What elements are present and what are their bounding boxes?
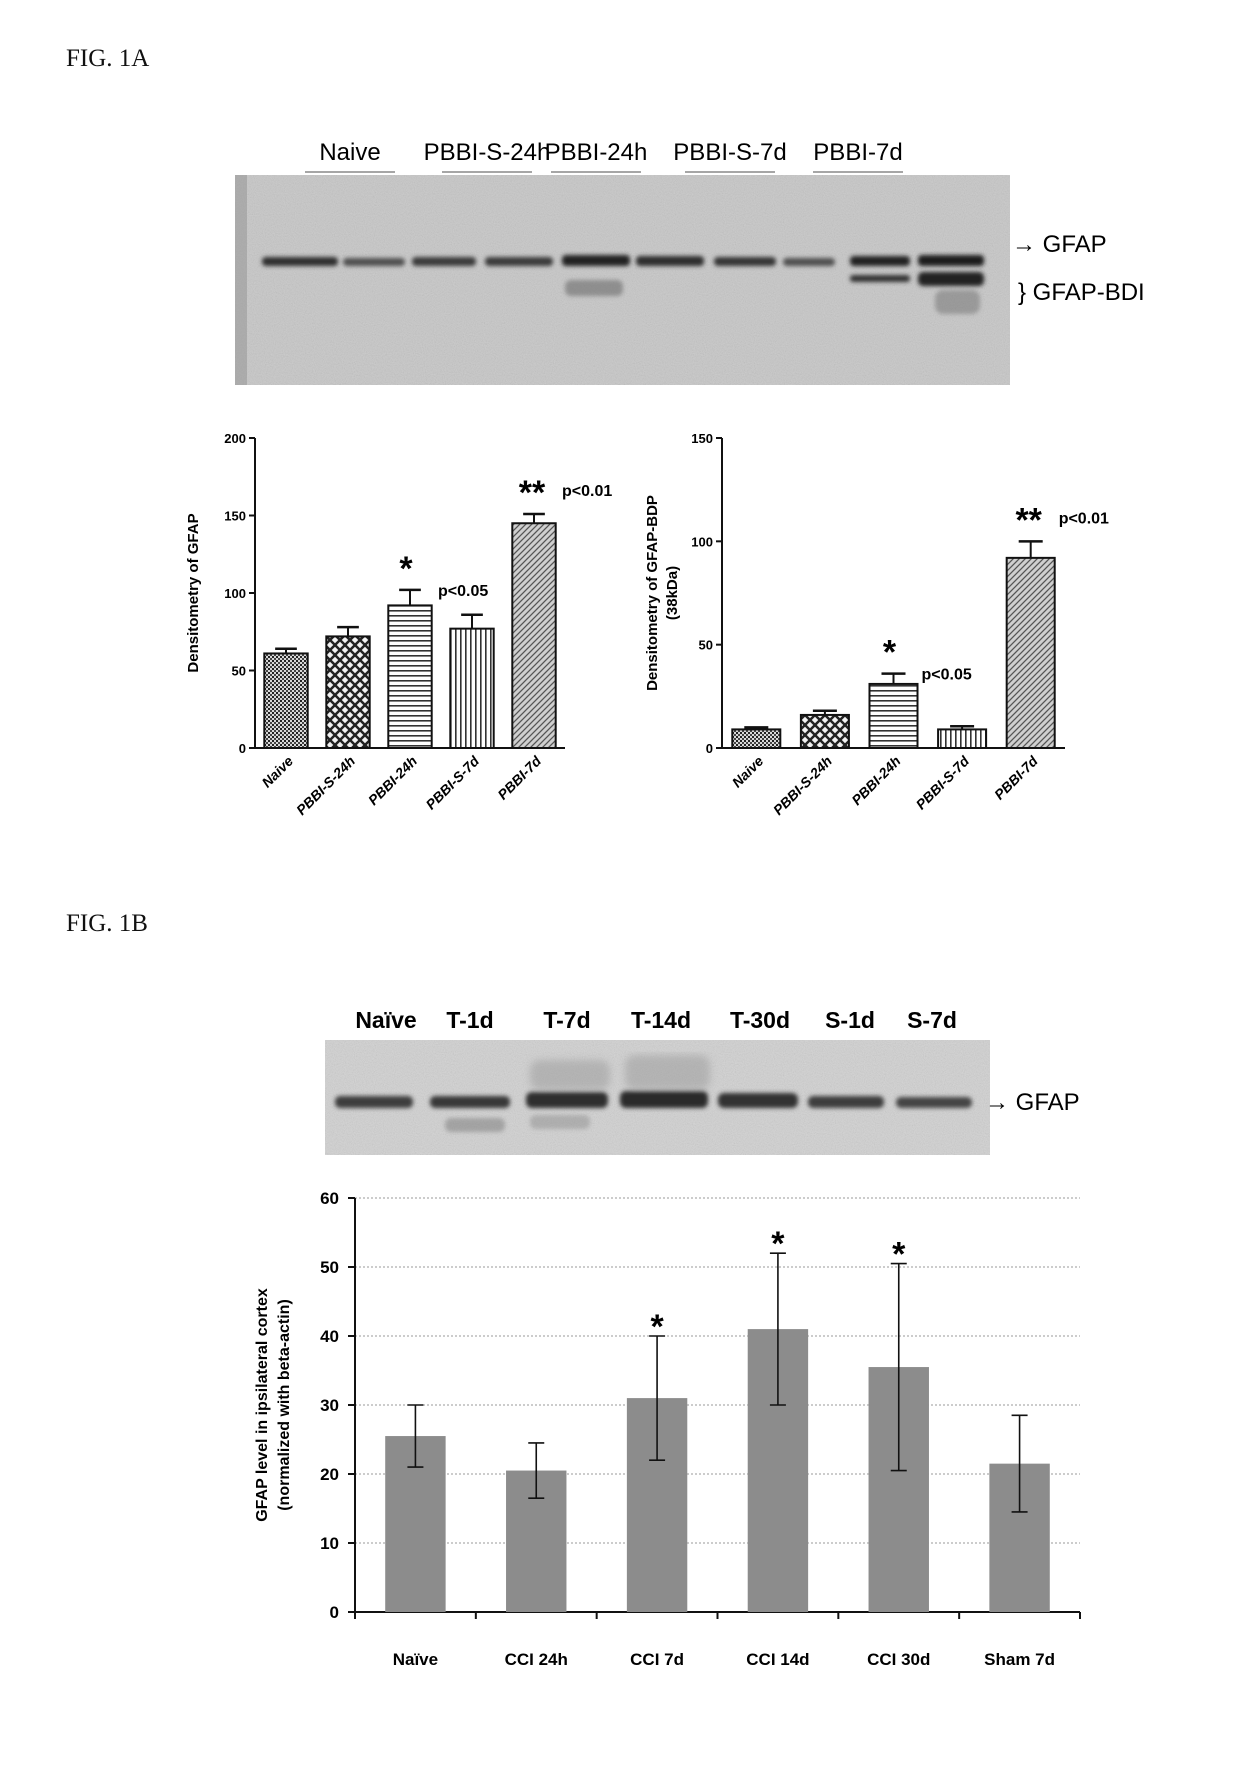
significance-star: ** (1015, 501, 1042, 539)
western-blot-b: → GFAP Naïve T-1d T-7d T-14d T-30d S-1d S-7d (325, 1007, 1080, 1155)
blot-a-lane-label: PBBI-S-24h (424, 139, 551, 166)
y-tick-label: 60 (320, 1189, 339, 1208)
blot-b-lane-label: S-1d (825, 1007, 875, 1033)
x-tick-label: PBBI-S-7d (422, 752, 482, 812)
chart-gfap-ipsilateral-cortex: 0 10 20 30 40 50 60 Naïve CCI 24h CCI 7d CCI 14d CC… (254, 1189, 1080, 1669)
blot-b-lane-label: T-30d (730, 1007, 790, 1033)
y-tick-label: 0 (706, 741, 713, 756)
y-axis-label: Densitometry of GFAP-BDP (644, 495, 661, 691)
blot-a-lane-label: PBBI-24h (545, 139, 648, 166)
y-tick-label: 10 (320, 1534, 339, 1553)
x-tick-label: CCI 24h (505, 1650, 568, 1669)
x-tick-label: PBBI-7d (991, 752, 1041, 802)
p-value-label: p<0.01 (562, 483, 612, 500)
y-tick-label: 50 (699, 638, 713, 653)
significance-star: * (771, 1225, 785, 1263)
x-tick-label: Naive (258, 753, 296, 791)
chart-gfap-densitometry: 050100150200NaivePBBI-S-24hPBBI-24hPBBI-… (185, 431, 612, 818)
x-tick-label: PBBI-24h (365, 753, 420, 808)
x-tick-label: CCI 7d (630, 1650, 684, 1669)
western-blot-a: NaivePBBI-S-24hPBBI-24hPBBI-S-7dPBBI-7d … (235, 139, 1145, 385)
blot-a-lane-labels: Naive PBBI-S-24hPBBI-24h PBBI-S-7d PBBI-7d (305, 139, 903, 172)
significance-star: * (883, 634, 897, 672)
significance-star: * (892, 1236, 906, 1274)
bar (512, 523, 555, 748)
bar (388, 605, 431, 748)
chart-gfap-bdp-densitometry: 0 50 100 150 NaivePBBI-S-24hPBBI-24hPBBI-S-7… (644, 431, 1109, 818)
y-tick-label: 0 (330, 1603, 339, 1622)
y-tick-label: 30 (320, 1396, 339, 1415)
y-tick-label: 20 (320, 1465, 339, 1484)
x-tick-label: Naïve (393, 1650, 438, 1669)
significance-star: ** (519, 474, 546, 512)
p-value-label: p<0.05 (438, 583, 488, 600)
significance-star: * (650, 1308, 664, 1346)
y-tick-label: 150 (224, 509, 246, 524)
bar (801, 715, 849, 748)
y-tick-label: 0 (239, 741, 246, 756)
p-value-label: p<0.01 (1059, 510, 1109, 527)
bar (938, 729, 986, 748)
bar (326, 636, 369, 748)
blot-b-lane-label: T-14d (631, 1007, 691, 1033)
y-tick-label: 100 (224, 586, 246, 601)
x-tick-label: PBBI-24h (848, 753, 903, 808)
blot-a-gfap-label: → GFAP (1012, 231, 1107, 258)
y-axis-label: GFAP level in ipsilateral cortex (254, 1288, 271, 1522)
bar (264, 653, 307, 748)
blot-a-gfap-bdp-label: } GFAP-BDI (1018, 279, 1145, 306)
y-tick-label: 40 (320, 1327, 339, 1346)
blot-a-lane-label: PBBI-7d (813, 139, 902, 166)
y-axis-label: Densitometry of GFAP (185, 513, 202, 672)
x-tick-label: PBBI-S-24h (293, 753, 358, 818)
y-tick-label: 50 (232, 664, 246, 679)
blot-b-lane-label: T-1d (446, 1007, 493, 1033)
x-tick-label: PBBI-7d (494, 752, 544, 802)
blot-a-lane-label: PBBI-S-7d (673, 139, 786, 166)
x-tick-label: Sham 7d (984, 1650, 1055, 1669)
blot-b-gfap-label: → GFAP (985, 1089, 1080, 1116)
x-tick-label: Naive (729, 753, 767, 791)
y-axis-label-units: (normalized with beta-actin) (276, 1299, 293, 1511)
x-tick-label: PBBI-S-24h (770, 753, 835, 818)
x-tick-label: CCI 14d (746, 1650, 809, 1669)
y-tick-label: 200 (224, 431, 246, 446)
blot-a-lane-label: Naive (319, 139, 380, 166)
blot-b-lane-label: Naïve (355, 1007, 416, 1033)
significance-star: * (399, 550, 413, 588)
p-value-label: p<0.05 (922, 667, 972, 684)
y-axis-label-units: (38kDa) (664, 566, 681, 620)
bar (869, 684, 917, 748)
x-tick-label: PBBI-S-7d (913, 752, 973, 812)
blot-b-lane-label: T-7d (543, 1007, 590, 1033)
bar (450, 629, 493, 748)
bar (732, 729, 780, 748)
bar (1007, 558, 1055, 748)
y-tick-label: 50 (320, 1258, 339, 1277)
y-tick-label: 150 (691, 431, 713, 446)
x-tick-label: CCI 30d (867, 1650, 930, 1669)
blot-b-lane-label: S-7d (907, 1007, 957, 1033)
y-tick-label: 100 (691, 534, 713, 549)
